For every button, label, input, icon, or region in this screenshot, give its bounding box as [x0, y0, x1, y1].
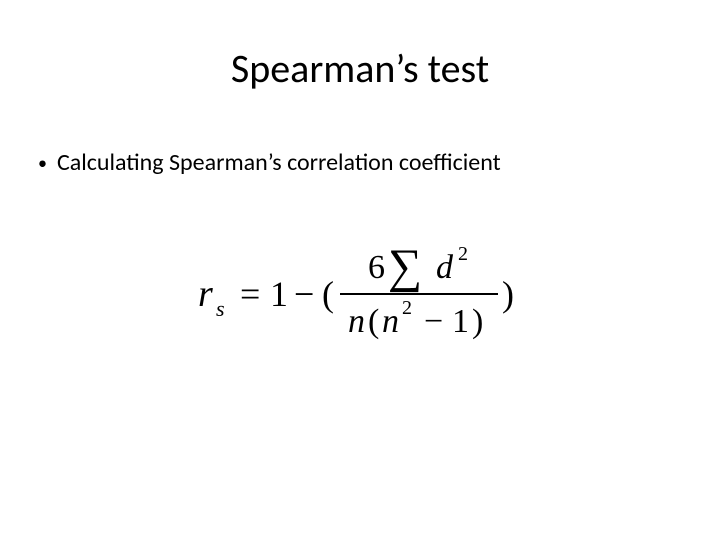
formula-container: r s = 1 − ( 6 ∑ d 2 [0, 228, 720, 358]
bullet-marker: • [38, 148, 47, 178]
spearman-formula: r s = 1 − ( 6 ∑ d 2 [180, 228, 540, 358]
var-d: d [436, 249, 454, 286]
exp-d2: 2 [458, 243, 468, 265]
equals-sign: = [240, 274, 260, 314]
slide: Spearman’s test • Calculating Spearman’s… [0, 0, 720, 540]
one-lead: 1 [270, 274, 288, 314]
denom-minus: − [424, 303, 443, 340]
denom-rparen: ) [472, 303, 483, 340]
denom-lparen: ( [368, 303, 379, 340]
lparen: ( [322, 274, 334, 314]
var-r: r [198, 273, 213, 315]
bullet-item: • Calculating Spearman’s correlation coe… [38, 148, 501, 178]
rparen: ) [502, 274, 514, 314]
bullet-text: Calculating Spearman’s correlation coeff… [57, 148, 501, 177]
num-six: 6 [368, 249, 385, 286]
sigma-symbol: ∑ [388, 240, 422, 293]
denom-n1: n [348, 303, 365, 340]
minus-sign: − [294, 274, 314, 314]
denom-exp: 2 [402, 297, 412, 319]
denom-n2: n [382, 303, 399, 340]
sub-s: s [216, 296, 225, 321]
denom-one: 1 [452, 303, 469, 340]
slide-title: Spearman’s test [0, 44, 720, 93]
